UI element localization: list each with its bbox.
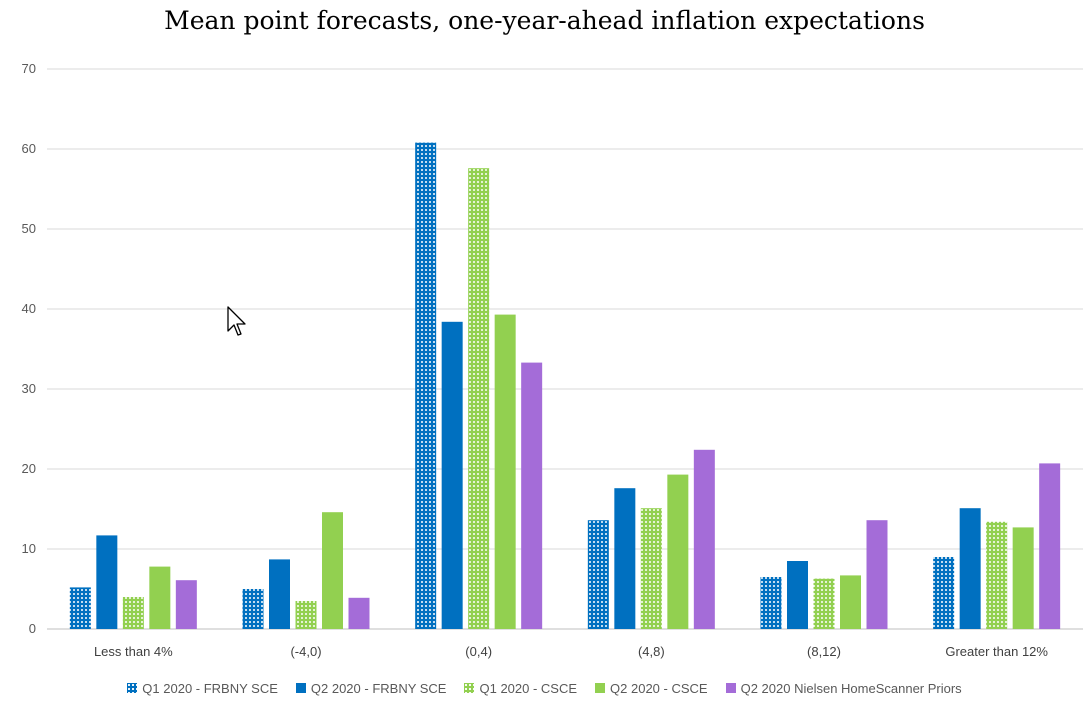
legend-item: Q1 2020 - FRBNY SCE	[127, 677, 278, 699]
y-tick-label: 30	[22, 381, 36, 396]
bar	[587, 520, 609, 629]
bar	[322, 512, 343, 629]
bar	[242, 589, 264, 629]
legend-item: Q2 2020 - FRBNY SCE	[295, 677, 447, 699]
bar	[787, 561, 808, 629]
legend-label: Q2 2020 Nielsen HomeScanner Priors	[740, 680, 962, 696]
bar	[494, 314, 516, 629]
bar	[933, 557, 955, 629]
x-tick-label: (-4,0)	[290, 644, 321, 659]
chart-title: Mean point forecasts, one-year-ahead inf…	[164, 6, 925, 35]
bar	[96, 535, 118, 629]
bar	[295, 601, 317, 629]
legend-swatch	[464, 683, 475, 693]
legend-label: Q1 2020 - FRBNY SCE	[142, 680, 278, 696]
legend-swatch	[595, 683, 606, 693]
bar	[760, 577, 782, 629]
bar	[840, 575, 861, 629]
y-tick-label: 20	[22, 461, 36, 476]
legend-swatch	[295, 683, 306, 693]
bar	[348, 597, 370, 629]
bar	[415, 142, 437, 629]
bar	[813, 578, 835, 629]
bar	[866, 520, 888, 629]
y-tick-label: 40	[22, 301, 36, 316]
x-tick-label: (4,8)	[638, 644, 665, 659]
bar	[122, 597, 144, 629]
bar	[1039, 463, 1061, 629]
x-tick-label: Less than 4%	[94, 644, 173, 659]
x-tick-label: (0,4)	[465, 644, 492, 659]
bar	[959, 508, 981, 629]
legend-item: Q1 2020 - CSCE	[464, 677, 577, 699]
y-tick-label: 50	[22, 221, 36, 236]
bar	[269, 559, 290, 629]
mouse-pointer-icon	[227, 306, 246, 336]
x-tick-label: Greater than 12%	[945, 644, 1048, 659]
bar	[693, 449, 715, 629]
y-tick-label: 60	[22, 141, 36, 156]
legend-label: Q1 2020 - CSCE	[479, 680, 578, 696]
bar	[521, 362, 543, 629]
bar	[441, 321, 463, 629]
legend-label: Q2 2020 - CSCE	[610, 680, 708, 696]
y-tick-label: 10	[22, 541, 36, 556]
legend-label: Q2 2020 - FRBNY SCE	[310, 680, 447, 696]
bar	[986, 521, 1008, 629]
legend-swatch	[725, 683, 736, 693]
bar	[1012, 527, 1034, 629]
legend-swatch	[127, 683, 138, 693]
y-tick-label: 70	[22, 61, 36, 76]
bar	[640, 508, 662, 629]
bar	[468, 168, 490, 629]
bar	[69, 587, 91, 629]
chart-legend: Q1 2020 - FRBNY SCE Q2 2020 - FRBNY SCE Q1…	[0, 677, 1089, 699]
bar	[175, 580, 197, 629]
x-tick-label: (8,12)	[807, 644, 841, 659]
legend-item: Q2 2020 - CSCE	[595, 677, 708, 699]
bar	[667, 474, 689, 629]
y-tick-label: 0	[29, 621, 36, 636]
bar	[149, 566, 171, 629]
bar	[614, 488, 636, 629]
legend-item: Q2 2020 Nielsen HomeScanner Priors	[725, 677, 962, 699]
